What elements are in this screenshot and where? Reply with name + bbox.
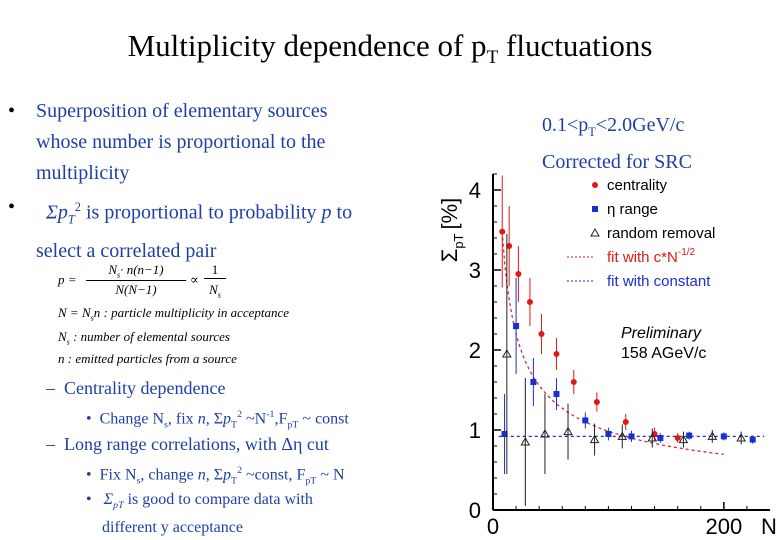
random-removal-point [589, 434, 600, 444]
centrality-point [526, 299, 533, 305]
random-removal-point [563, 426, 573, 436]
centrality-point [593, 399, 600, 405]
bullet-text-correlated: ΣpT2 is proportional to probability p to… [36, 200, 353, 262]
eta-range-point [582, 417, 589, 424]
legend-label: random removal [607, 225, 715, 242]
eta-range-point [553, 391, 560, 397]
energy-label: 158 AGeV/c [621, 345, 706, 362]
x-axis-label: N [761, 514, 777, 539]
eta-range-point [686, 432, 693, 439]
eta-range-point [501, 431, 508, 437]
legend-marker [592, 182, 598, 188]
sub-sub-item-compare: • ΣpT is good to compare data with diffe… [86, 491, 313, 537]
y-axis-label: ΣpT[%] [437, 198, 466, 263]
fit-curve-line [501, 231, 724, 455]
eta-range-point [513, 323, 520, 329]
fluctuation-chart: ΣpT[%] 0 1 2 3 4 0 200 centrality η range rando… [437, 173, 777, 539]
eta-range-point [720, 433, 727, 440]
centrality-point [570, 379, 577, 385]
eta-range-point [657, 435, 664, 441]
eta-range-point [749, 436, 756, 443]
legend-label: fit with c*N-1/2 [607, 247, 696, 266]
formula-emitted: n : emitted particles from a source [58, 351, 237, 366]
centrality-point [622, 419, 629, 425]
legend-marker [590, 227, 600, 237]
sub-item-centrality: – Centrality dependence [46, 378, 226, 398]
formula-sources: Ns : number of elemental sources [58, 329, 230, 347]
y-tick-label: 2 [469, 338, 481, 363]
centrality-point [538, 331, 545, 337]
random-removal-point [540, 428, 550, 438]
centrality-point [499, 228, 506, 235]
formula-multiplicity: N = Nsn : particle multiplicity in accep… [58, 305, 290, 323]
legend-label: centrality [607, 177, 668, 194]
random-removal-point [736, 432, 747, 442]
bullet-text-sources: Superposition of elementary sources whos… [36, 100, 328, 184]
y-tick-label: 3 [469, 258, 481, 283]
legend-marker [592, 206, 598, 212]
sub-sub-item-fix-ns: • Fix Ns, change n, ΣpT2 ~const, FpT ~ N [86, 465, 345, 487]
preliminary-label: Preliminary [621, 325, 702, 342]
cut-note: 0.1<pT<2.0GeV/c Corrected for SRC [542, 114, 692, 173]
y-tick-label: 0 [469, 498, 481, 523]
bullet-dot: • [8, 100, 16, 122]
legend-label: fit with constant [607, 273, 711, 290]
legend-label: η range [607, 201, 658, 218]
random-removal-point [501, 348, 512, 358]
y-tick-label: 1 [469, 418, 481, 443]
svg-text:ΣpT[%]: ΣpT[%] [437, 198, 466, 263]
centrality-point [515, 271, 522, 277]
x-tick-label: 0 [487, 514, 499, 539]
eta-range-point [530, 379, 537, 385]
centrality-point [553, 351, 560, 357]
y-tick-label: 4 [469, 178, 481, 203]
eta-range-point [628, 433, 635, 440]
x-tick-label: 200 [705, 514, 742, 539]
random-removal-point [520, 436, 531, 446]
eta-range-point [605, 431, 612, 437]
random-removal-point [678, 434, 689, 444]
centrality-point [506, 243, 513, 249]
sub-sub-item-change-ns: • Change Ns, fix n, ΣpT2 ~N-1,FpT ~ cons… [86, 409, 349, 431]
bullet-dot: • [8, 196, 16, 218]
random-removal-point [707, 431, 718, 440]
random-removal-point [617, 431, 628, 440]
random-removal-point [647, 432, 658, 442]
slide-title: Multiplicity dependence of pT fluctuatio… [127, 28, 653, 69]
centrality-point [674, 435, 681, 441]
sub-item-long-range: – Long range correlations, with Δη cut [46, 434, 329, 454]
